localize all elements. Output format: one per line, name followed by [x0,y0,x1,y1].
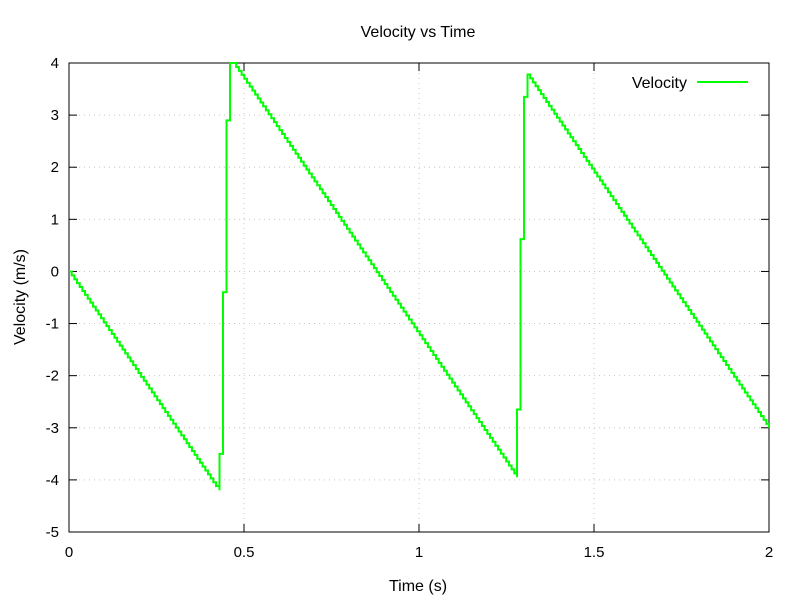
series-layer [69,62,770,491]
series-line-velocity [69,62,770,491]
y-tick-label: 4 [51,55,59,72]
legend: Velocity [632,75,748,92]
y-tick-label: 2 [51,159,59,176]
y-axis-label: Velocity (m/s) [12,249,29,345]
y-tick-label: -1 [46,316,59,333]
x-tick-label: 2 [765,544,773,561]
y-tick-label: -5 [46,524,59,541]
y-tick-label: -2 [46,368,59,385]
y-tick-label: -4 [46,472,59,489]
axis-ticks: -5 -4 -3 -2 -1 0 1 2 3 4 0 0.5 1 1.5 2 [46,55,774,561]
x-tick-label: 0.5 [234,544,255,561]
y-tick-label: 0 [51,263,59,280]
x-axis-label: Time (s) [389,578,447,595]
y-tick-label: 3 [51,107,59,124]
x-tick-label: 1 [415,544,423,561]
x-tick-label: 0 [65,544,73,561]
y-tick-label: 1 [51,211,59,228]
x-tick-label: 1.5 [584,544,605,561]
legend-label: Velocity [632,75,687,92]
chart-title: Velocity vs Time [361,24,476,41]
grid-lines [69,63,769,532]
y-tick-label: -3 [46,420,59,437]
